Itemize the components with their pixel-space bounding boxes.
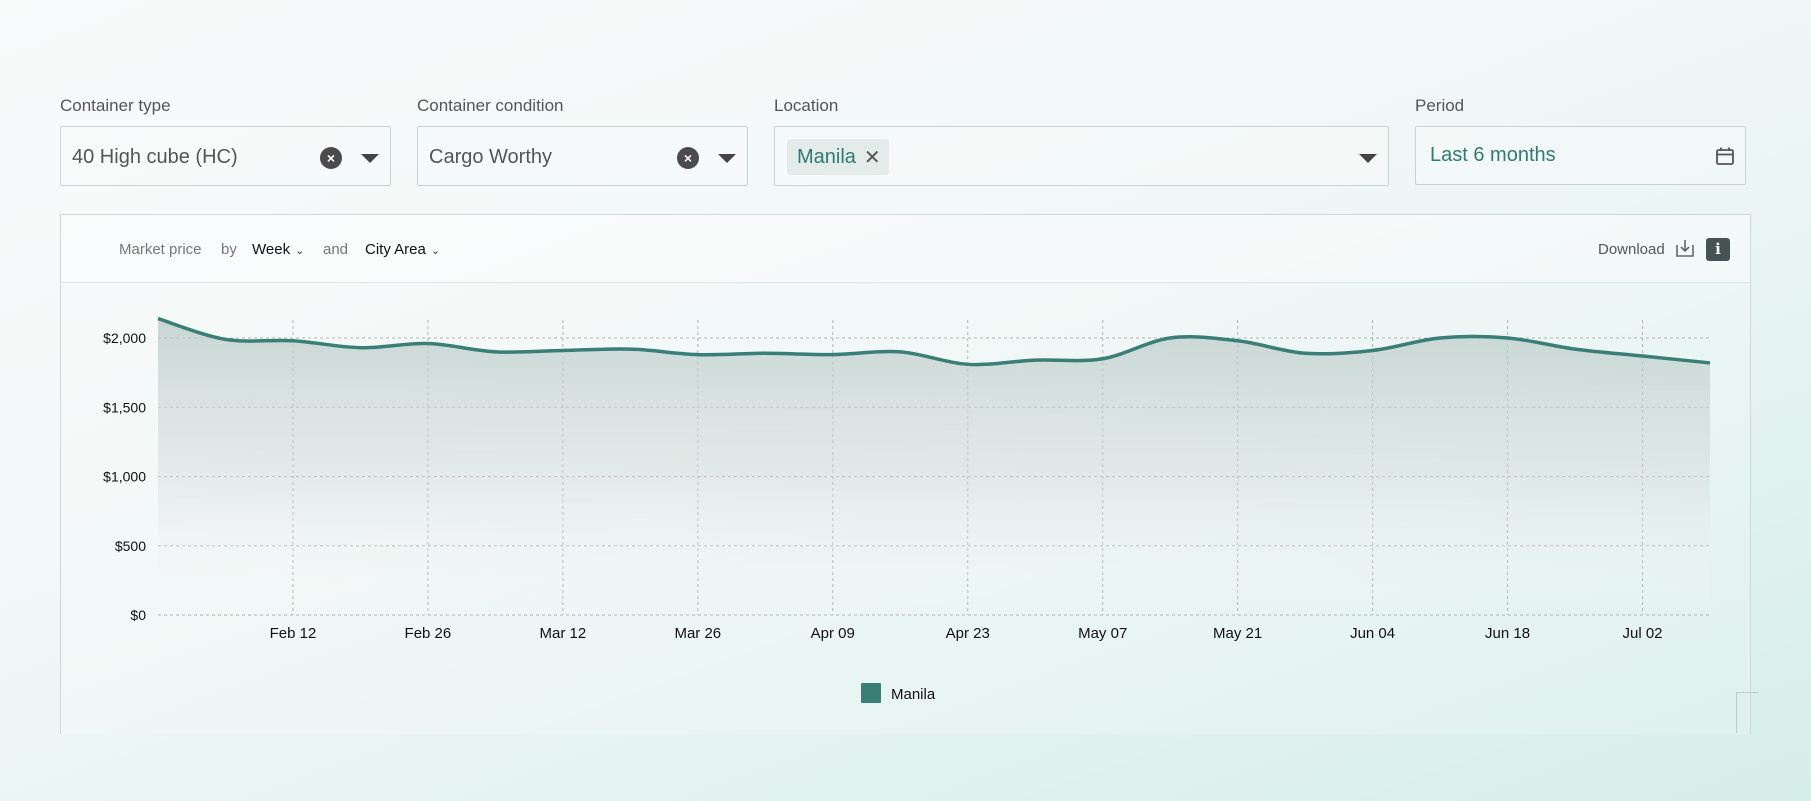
chevron-down-icon: ⌄ xyxy=(295,245,305,257)
x-tick-label: Apr 09 xyxy=(811,625,855,642)
location-chip[interactable]: Manila ✕ xyxy=(787,139,889,175)
caret-down-icon[interactable] xyxy=(1359,154,1377,163)
download-icon[interactable] xyxy=(1674,238,1696,258)
and-label: and xyxy=(323,241,349,258)
legend-swatch-manila xyxy=(861,683,881,703)
y-tick-label: $500 xyxy=(115,538,146,554)
info-icon[interactable]: i xyxy=(1706,238,1730,261)
location-label: Location xyxy=(774,96,839,115)
period-value: Last 6 months xyxy=(1430,144,1556,166)
download-label: Download xyxy=(1598,241,1665,258)
group-city-label: City Area xyxy=(365,241,426,258)
chart-card-header: Market price by Week ⌄ and City Area ⌄ Dow… xyxy=(61,215,1750,283)
period-label: Period xyxy=(1415,96,1465,115)
container-type-label: Container type xyxy=(60,96,171,115)
x-tick-label: Jun 04 xyxy=(1350,625,1395,642)
x-tick-label: Jun 18 xyxy=(1485,625,1530,642)
x-tick-label: Apr 23 xyxy=(946,625,990,642)
y-tick-label: $2,000 xyxy=(103,330,146,346)
x-tick-label: Mar 26 xyxy=(674,625,721,642)
x-tick-label: Mar 12 xyxy=(540,625,587,642)
x-tick-label: Feb 26 xyxy=(405,625,452,642)
calendar-icon[interactable] xyxy=(1715,146,1735,166)
download-button[interactable]: Download xyxy=(1598,241,1665,258)
x-tick-label: May 21 xyxy=(1213,625,1262,642)
series-area-manila xyxy=(158,318,1710,615)
container-condition-select[interactable]: Cargo Worthy × xyxy=(417,126,748,186)
x-tick-label: Jul 02 xyxy=(1623,625,1663,642)
clear-icon[interactable]: × xyxy=(677,147,699,169)
by-label: by xyxy=(221,241,237,258)
y-tick-label: $1,000 xyxy=(103,469,146,485)
container-condition-value: Cargo Worthy xyxy=(429,146,553,168)
x-tick-label: Feb 12 xyxy=(270,625,317,642)
container-type-value: 40 High cube (HC) xyxy=(72,146,238,168)
y-tick-label: $0 xyxy=(130,607,146,623)
group-week-select[interactable]: Week ⌄ xyxy=(252,241,304,258)
clear-icon[interactable]: × xyxy=(320,147,342,169)
chevron-down-icon: ⌄ xyxy=(430,245,441,257)
location-chip-label: Manila xyxy=(797,145,856,168)
group-week-label: Week xyxy=(252,241,291,258)
series-line-manila xyxy=(157,316,1711,367)
location-select[interactable]: Manila ✕ xyxy=(774,126,1389,186)
metric-label: Market price xyxy=(119,241,202,258)
container-condition-label: Container condition xyxy=(417,96,564,115)
period-picker[interactable]: Last 6 months xyxy=(1415,126,1746,185)
close-icon[interactable]: ✕ xyxy=(863,146,881,169)
caret-down-icon[interactable] xyxy=(361,154,379,163)
container-type-select[interactable]: 40 High cube (HC) × xyxy=(60,126,391,186)
legend-label-manila: Manila xyxy=(891,686,936,703)
x-tick-label: May 07 xyxy=(1078,625,1127,642)
y-tick-label: $1,500 xyxy=(103,399,146,415)
caret-down-icon[interactable] xyxy=(718,154,736,163)
group-city-select[interactable]: City Area ⌄ xyxy=(365,241,440,258)
card-corner xyxy=(1736,692,1759,733)
